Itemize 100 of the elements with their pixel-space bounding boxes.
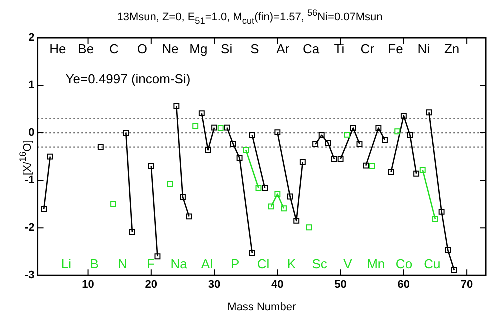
point [154, 254, 161, 260]
point [388, 169, 394, 175]
y-tick-label: 1 [28, 80, 35, 92]
annotation: Mg [190, 41, 208, 56]
annotation: V [344, 256, 353, 272]
point [407, 132, 414, 138]
point [192, 123, 199, 130]
y-tick-label: 2 [28, 32, 35, 44]
point [268, 204, 274, 210]
point [332, 156, 338, 162]
x-tick-label: 70 [460, 279, 474, 292]
y-tick-label: -3 [25, 270, 35, 282]
chart-title: 13Msun, Z=0, E$_{51}$=1.0, M$_{cut}$(fin)=1.57, $^{56}$Ni=0.07Msun [116, 8, 384, 26]
annotation: B [90, 256, 99, 272]
annotation: Zn [444, 41, 460, 56]
point [180, 194, 186, 200]
point [394, 128, 401, 135]
point [414, 170, 420, 177]
x-tick-label: 60 [398, 279, 410, 292]
point [243, 147, 250, 154]
annotation: O [137, 41, 148, 56]
annotation: Cr [360, 41, 376, 56]
point [318, 132, 325, 138]
annotation: He [50, 41, 66, 56]
annotation: Cu [424, 256, 441, 272]
point [356, 140, 363, 147]
point [287, 194, 294, 200]
x-axis-title: Mass Number [228, 301, 296, 314]
x-tick-label: 20 [145, 279, 158, 292]
point [300, 159, 306, 165]
point [98, 144, 104, 150]
annotation: Co [396, 256, 413, 272]
annotation: S [250, 41, 260, 56]
point [338, 156, 344, 162]
annotation: F [146, 256, 155, 272]
annotation: Be [78, 41, 94, 56]
annotation: Na [170, 256, 188, 272]
point [174, 103, 180, 110]
point [205, 147, 212, 154]
annotation: N [118, 256, 128, 272]
point [281, 206, 287, 212]
point [249, 250, 256, 256]
point [148, 163, 154, 170]
annotation: Ar [276, 41, 290, 56]
point [376, 125, 382, 132]
point [400, 112, 407, 119]
annotation: Ne [162, 41, 179, 56]
annotation: Al [201, 256, 214, 272]
point [274, 191, 281, 198]
point [123, 130, 130, 136]
point [236, 155, 243, 162]
point [451, 267, 458, 274]
annotation: Li [61, 256, 72, 272]
point [363, 162, 370, 169]
point [420, 167, 426, 174]
point [294, 218, 300, 224]
point [256, 185, 262, 192]
point [344, 132, 350, 138]
point [198, 110, 205, 117]
annotation: Ti [334, 41, 345, 56]
annotation: P [231, 256, 240, 272]
point [212, 124, 218, 131]
y-tick-label: -2 [25, 222, 35, 234]
point [325, 140, 332, 146]
point [47, 154, 54, 160]
point [306, 224, 312, 231]
point [438, 208, 445, 215]
y-tick-label: 0 [28, 127, 35, 140]
annotation: Sc [312, 256, 328, 272]
annotation: Mn [367, 256, 386, 272]
point [41, 206, 48, 212]
point [426, 110, 432, 116]
point [350, 125, 356, 132]
point [249, 132, 256, 138]
point [230, 141, 236, 148]
annotation: Ni [418, 41, 430, 56]
annotation: Si [221, 41, 233, 56]
point [369, 163, 376, 170]
x-tick-label: 40 [272, 279, 284, 292]
annotation: Ca [302, 41, 320, 56]
annotation: Fe [388, 41, 404, 56]
annotation: C [110, 41, 119, 56]
point [130, 229, 136, 236]
point [382, 137, 388, 144]
point [110, 201, 117, 208]
annotation: Ye=0.4997 (incom-Si) [66, 72, 191, 87]
point [167, 181, 174, 188]
point [432, 216, 438, 222]
point [218, 125, 224, 132]
point [186, 214, 192, 220]
annotation: K [287, 256, 296, 272]
point [274, 130, 281, 136]
point [312, 141, 319, 148]
point [445, 247, 452, 254]
point [262, 185, 268, 192]
annotation: Cl [257, 256, 270, 272]
x-tick-label: 50 [334, 279, 347, 292]
y-tick-label: -1 [25, 174, 35, 187]
x-tick-label: 10 [82, 279, 94, 292]
point [224, 124, 230, 131]
